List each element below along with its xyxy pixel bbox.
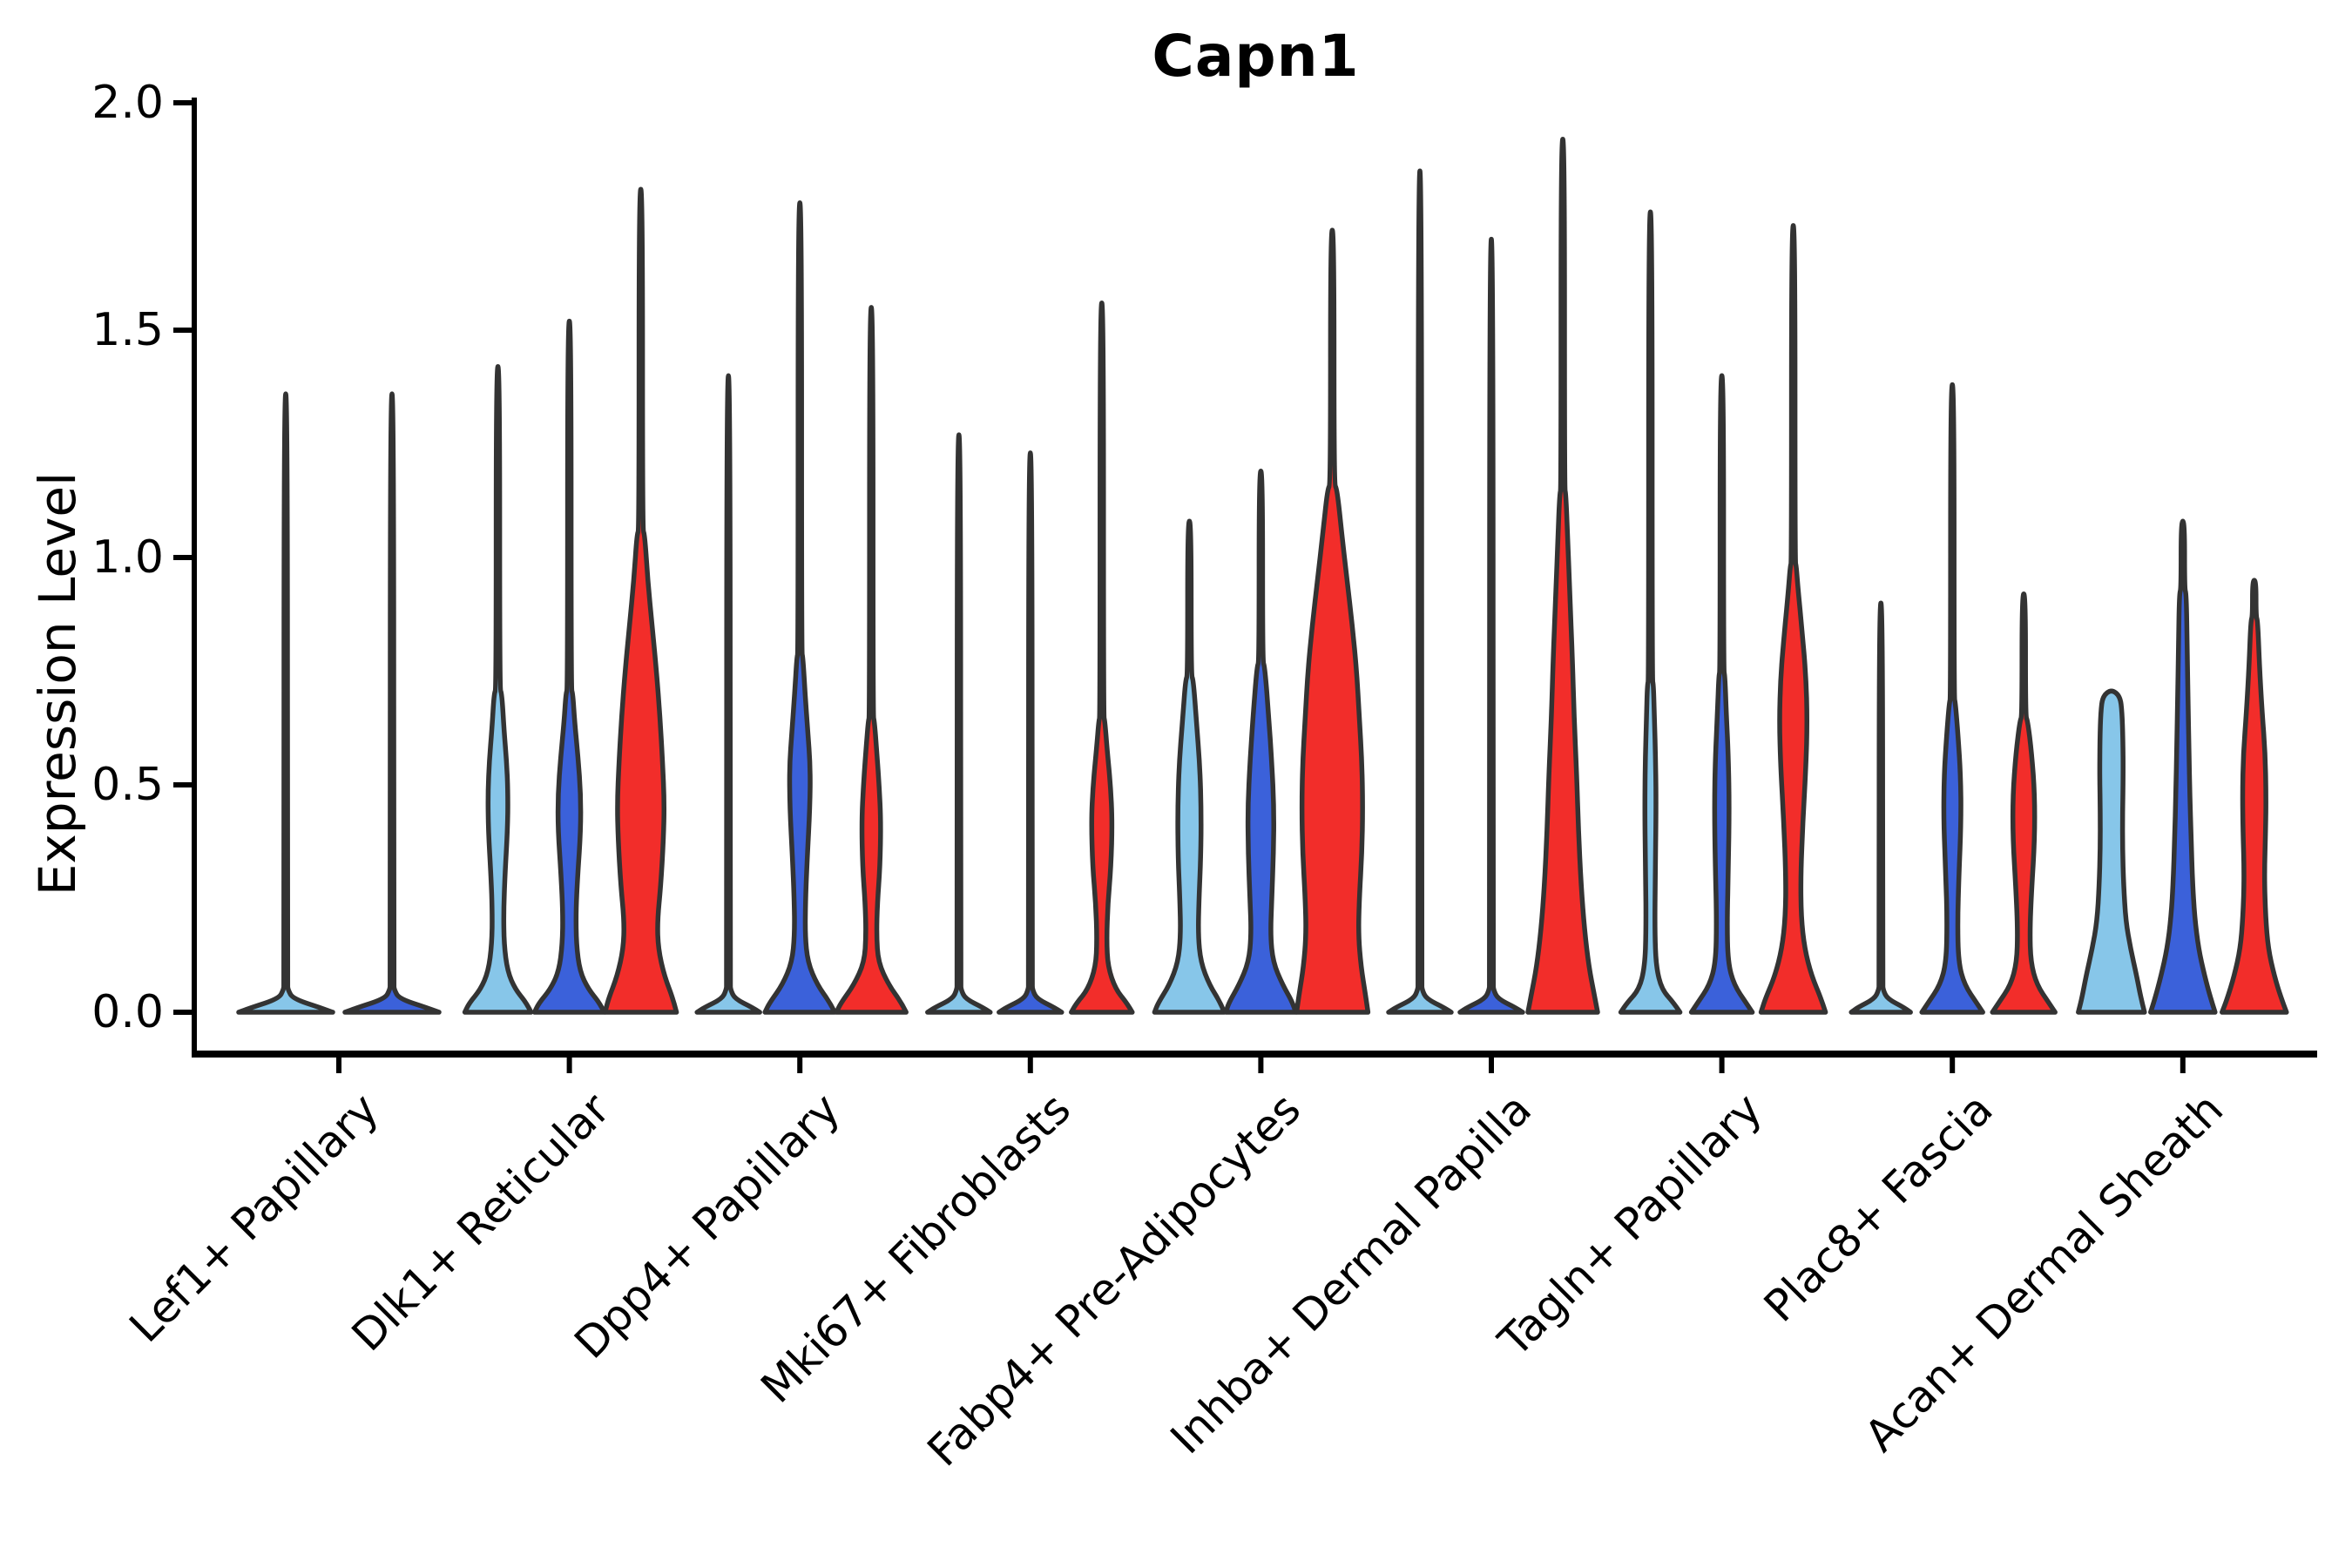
violin-1-light_blue <box>236 391 335 1015</box>
violin-7-light_blue <box>1618 209 1683 1015</box>
violin-9-light_blue <box>2076 688 2147 1015</box>
violin-3-red <box>834 305 909 1015</box>
violin-8-light_blue <box>1848 600 1913 1015</box>
violin-4-red <box>1069 300 1135 1015</box>
violin-6-light_blue <box>1386 168 1454 1015</box>
violin-2-light_blue <box>462 364 534 1015</box>
violin-7-red <box>1758 223 1828 1015</box>
y-tick-label: 0.5 <box>91 759 164 811</box>
violin-4-blue <box>997 450 1064 1015</box>
y-tick-label: 1.0 <box>91 531 164 584</box>
violin-2-blue <box>531 318 607 1015</box>
violin-1-blue <box>342 391 442 1015</box>
y-tick-label: 2.0 <box>91 77 164 129</box>
y-tick-label: 1.5 <box>91 304 164 356</box>
violin-2-red <box>602 186 679 1015</box>
violin-5-red <box>1294 227 1371 1015</box>
violin-6-red <box>1525 137 1600 1015</box>
violin-3-light_blue <box>694 373 762 1015</box>
violin-8-blue <box>1919 382 1985 1015</box>
y-tick-label: 0.0 <box>91 986 164 1038</box>
violin-5-blue <box>1223 469 1299 1015</box>
violin-5-light_blue <box>1152 518 1227 1015</box>
violin-4-light_blue <box>925 432 993 1015</box>
violin-9-blue <box>2148 518 2218 1015</box>
violin-8-red <box>1990 591 2058 1015</box>
violin-9-red <box>2220 578 2289 1015</box>
chart-title: Capn1 <box>1152 23 1360 90</box>
violin-3-blue <box>762 200 837 1015</box>
violin-6-blue <box>1457 236 1525 1015</box>
violin-7-blue <box>1688 373 1755 1015</box>
